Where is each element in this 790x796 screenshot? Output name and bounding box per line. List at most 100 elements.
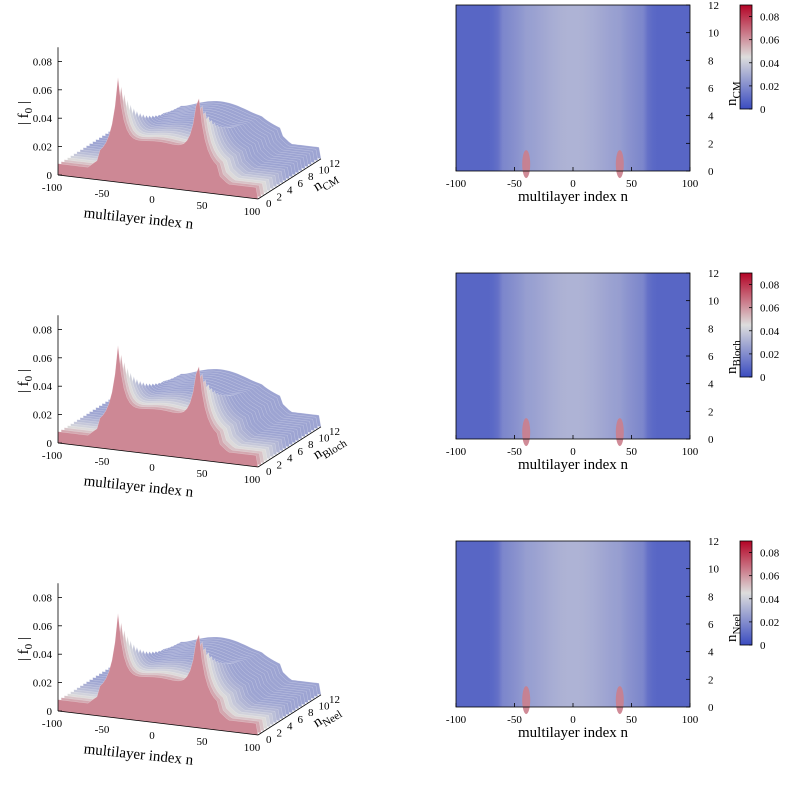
x-axis-label: multilayer index n <box>83 741 195 768</box>
x-axis-line <box>57 442 259 468</box>
colorbar-tick-label: 0.06 <box>760 571 780 583</box>
y-tick-label: 0 <box>266 734 272 746</box>
y-axis-line <box>257 158 322 200</box>
z-tick-label: 0.06 <box>33 353 53 365</box>
row-cm: -100 -50 0 50 100 0 2 4 6 8 10 12 0 0.02 0.04 0.06 0.08 m… <box>0 0 790 260</box>
y-axis-label-main: n <box>724 366 740 374</box>
y-tick-label: 8 <box>708 323 714 335</box>
x-tick-label: 50 <box>626 714 638 726</box>
colorbar <box>739 272 753 378</box>
y-tick-label: 10 <box>708 296 720 308</box>
colorbar-tick-label: 0.02 <box>760 617 779 629</box>
colorbar-tick-label: 0.08 <box>760 12 780 24</box>
x-tick-label: -100 <box>446 178 467 190</box>
row-bloch: -100 -50 0 50 100 0 2 4 6 8 10 12 0 0.02 0.04 0.06 0.08 m… <box>0 268 790 528</box>
y-tick-label: 12 <box>708 0 719 12</box>
z-tick-label: 0.08 <box>33 324 53 336</box>
y-tick-label: 12 <box>329 158 340 170</box>
y-tick-label: 2 <box>708 138 714 150</box>
y-tick-label: 4 <box>708 111 714 123</box>
y-tick-label: 10 <box>708 28 720 40</box>
heatmap-peak <box>615 686 624 715</box>
x-tick-label: -50 <box>95 724 110 736</box>
x-axis-line <box>57 710 259 736</box>
y-tick-label: 6 <box>298 446 304 458</box>
colorbar <box>739 540 753 646</box>
heatmap-peak <box>522 418 531 447</box>
x-tick-label: -100 <box>42 182 63 194</box>
x-tick-label: -50 <box>507 446 522 458</box>
x-axis-label: multilayer index n <box>83 473 195 500</box>
colorbar-tick-label: 0.06 <box>760 303 780 315</box>
colorbar-tick-label: 0.04 <box>760 594 780 606</box>
y-tick-label: 0 <box>266 198 272 210</box>
y-tick-label: 6 <box>708 83 714 95</box>
heatmap-peak <box>615 418 624 447</box>
y-tick-label: 2 <box>708 674 714 686</box>
x-tick-label: -100 <box>446 446 467 458</box>
z-tick-label: 0 <box>47 706 53 718</box>
z-axis-label-main: | f <box>16 649 32 661</box>
x-tick-label: 50 <box>197 200 209 212</box>
colorbar-tick-label: 0.08 <box>760 280 780 292</box>
x-axis-label: multilayer index n <box>518 189 628 205</box>
z-axis-label-main: | f <box>16 381 32 393</box>
z-tick-label: 0.04 <box>33 649 53 661</box>
z-tick-label: 0.02 <box>33 678 52 690</box>
x-tick-label: 0 <box>570 714 576 726</box>
y-axis-line <box>257 694 322 736</box>
y-tick-label: 10 <box>319 701 331 713</box>
x-axis-label: multilayer index n <box>518 457 628 473</box>
z-tick-label: 0.08 <box>33 56 53 68</box>
row-neel: -100 -50 0 50 100 0 2 4 6 8 10 12 0 0.02 0.04 0.06 0.08 m… <box>0 536 790 796</box>
x-tick-label: 50 <box>626 446 638 458</box>
x-tick-label: 0 <box>570 446 576 458</box>
y-tick-label: 6 <box>708 351 714 363</box>
y-tick-label: 6 <box>298 178 304 190</box>
x-tick-label: 50 <box>626 178 638 190</box>
surface-slice <box>57 613 259 736</box>
y-tick-label: 0 <box>708 434 714 446</box>
y-tick-label: 6 <box>298 714 304 726</box>
y-tick-label: 2 <box>277 459 283 471</box>
z-axis-label: | f0 | <box>16 369 35 393</box>
y-tick-label: 10 <box>319 165 331 177</box>
y-tick-label: 12 <box>329 694 340 706</box>
y-tick-label: 4 <box>708 379 714 391</box>
z-axis-label-sub: 0 <box>23 643 35 649</box>
heatmap-plot-cm: -100 -50 0 50 100 0 2 4 6 8 10 12 multilayer index n… <box>446 0 780 205</box>
y-tick-label: 2 <box>277 727 283 739</box>
colorbar-tick-label: 0 <box>760 640 766 652</box>
z-tick-label: 0 <box>47 438 53 450</box>
z-tick-label: 0.04 <box>33 381 53 393</box>
x-tick-label: 100 <box>244 742 261 754</box>
colorbar-tick-label: 0.02 <box>760 349 779 361</box>
z-tick-label: 0.06 <box>33 621 53 633</box>
y-tick-label: 4 <box>287 453 293 465</box>
y-tick-label: 2 <box>708 406 714 418</box>
heatmap-plot-neel: -100 -50 0 50 100 0 2 4 6 8 10 12 multilayer index n… <box>446 536 780 741</box>
y-tick-label: 10 <box>708 564 720 576</box>
heatmap-plot-bloch: -100 -50 0 50 100 0 2 4 6 8 10 12 multilayer index n… <box>446 268 780 473</box>
z-axis-label-main: | f <box>16 113 32 125</box>
y-tick-label: 4 <box>287 721 293 733</box>
colorbar-tick-label: 0.02 <box>760 81 779 93</box>
x-tick-label: 50 <box>197 736 209 748</box>
z-tick-label: 0.04 <box>33 113 53 125</box>
x-tick-label: 50 <box>197 468 209 480</box>
x-tick-label: 100 <box>244 474 261 486</box>
y-tick-label: 12 <box>329 426 340 438</box>
y-tick-label: 0 <box>708 702 714 714</box>
x-tick-label: -100 <box>42 450 63 462</box>
surface-plot-neel: -100 -50 0 50 10002468101200.020.040.060.08m… <box>16 583 344 769</box>
y-tick-label: 8 <box>708 591 714 603</box>
x-tick-label: 100 <box>682 178 699 190</box>
heatmap-peak <box>522 150 531 179</box>
colorbar <box>739 4 753 110</box>
y-tick-label: 8 <box>308 707 314 719</box>
colorbar-tick-label: 0.06 <box>760 35 780 47</box>
y-tick-label: 8 <box>308 439 314 451</box>
surface-slice <box>57 345 259 468</box>
heatmap-peak <box>522 686 531 715</box>
heatmap-peak <box>615 150 624 179</box>
